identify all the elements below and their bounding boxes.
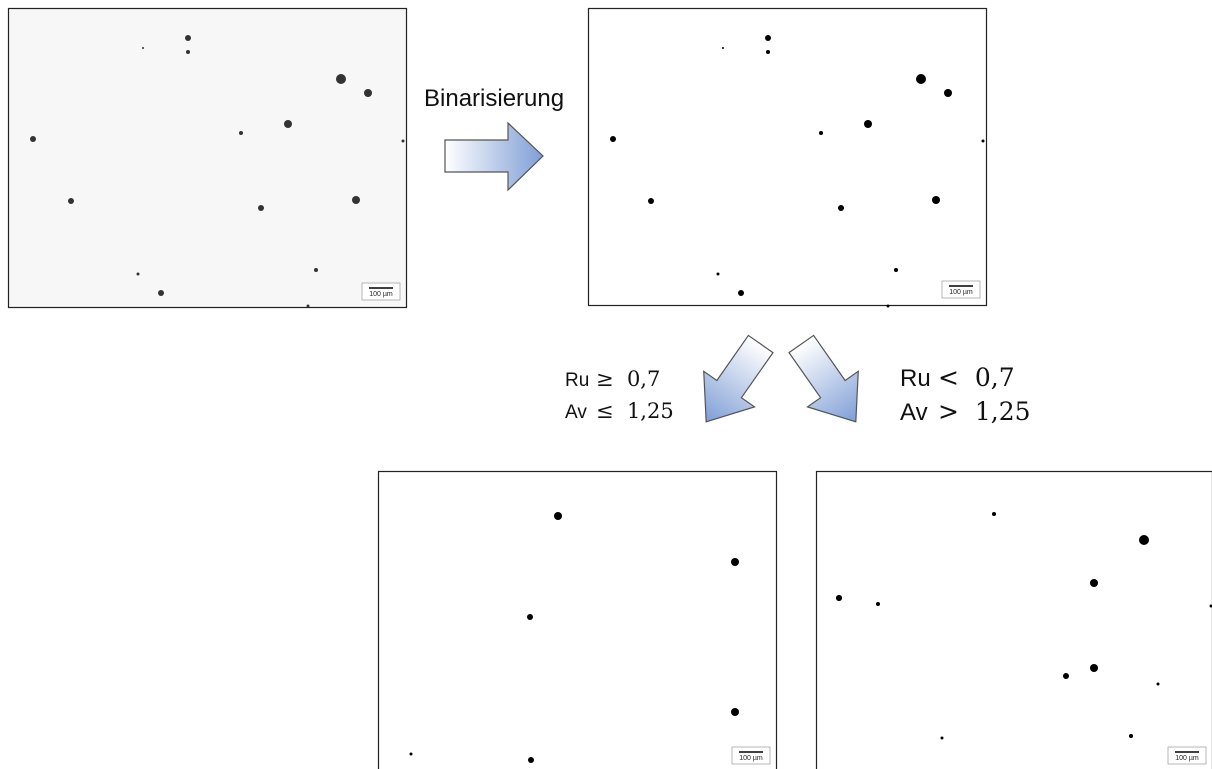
pore	[731, 708, 739, 716]
scale-bar-label: 100 µm	[949, 289, 973, 296]
pore	[766, 50, 770, 54]
branch-label: Ru < 0,7 Av > 1,25	[900, 363, 1031, 426]
arrow	[445, 123, 543, 190]
pore	[932, 196, 940, 204]
pore	[876, 602, 880, 606]
pore	[314, 268, 318, 272]
pore	[137, 273, 140, 276]
branch-label: Ru ≥ 0,7 Av ≤ 1,25	[565, 367, 674, 423]
variable: Av	[900, 399, 928, 426]
pore	[836, 595, 842, 601]
pore	[364, 89, 372, 97]
condition: ≤ 1,25	[596, 399, 674, 423]
pore	[887, 305, 890, 308]
arrow	[681, 326, 786, 439]
variable: Ru	[900, 365, 931, 392]
image-frame	[589, 9, 987, 306]
pore	[864, 120, 872, 128]
variable: Av	[565, 402, 587, 423]
pore	[731, 558, 739, 566]
scale-bar-label: 100 µm	[369, 291, 393, 298]
pore	[336, 74, 346, 84]
pore	[186, 50, 190, 54]
pore	[819, 131, 823, 135]
pore	[1139, 535, 1149, 545]
pore	[410, 753, 413, 756]
arrow	[776, 326, 881, 439]
pore	[982, 140, 985, 143]
pore	[239, 131, 243, 135]
pore	[941, 737, 944, 740]
condition: ≥ 0,7	[596, 367, 660, 391]
pore	[738, 290, 744, 296]
image-frame	[817, 472, 1212, 769]
pore	[142, 47, 144, 49]
pore	[1090, 664, 1098, 672]
image-frame	[379, 472, 777, 769]
image-frame	[9, 9, 407, 308]
condition: < 0,7	[938, 363, 1015, 392]
pore	[722, 47, 724, 49]
pore	[185, 35, 191, 41]
micrograph: 100 µm	[379, 472, 777, 769]
pore	[528, 757, 534, 763]
pore	[158, 290, 164, 296]
diagram: 100 µm 100 µm 100 µm 100 µm Binarisierung R…	[0, 0, 1212, 769]
pore	[648, 198, 654, 204]
pore	[284, 120, 292, 128]
pore	[765, 35, 771, 41]
pore	[68, 198, 74, 204]
pore	[527, 614, 533, 620]
micrograph: 100 µm	[817, 472, 1212, 769]
pore	[916, 74, 926, 84]
pore	[838, 205, 844, 211]
pore	[894, 268, 898, 272]
pore	[307, 305, 310, 308]
variable: Ru	[565, 370, 589, 391]
scale-bar-label: 100 µm	[739, 755, 763, 762]
arrow-label: Binarisierung	[424, 85, 564, 112]
pore	[1129, 734, 1133, 738]
pore	[1090, 579, 1098, 587]
pore	[352, 196, 360, 204]
pore	[402, 140, 405, 143]
condition: > 1,25	[938, 397, 1031, 426]
pore	[610, 136, 616, 142]
pore	[258, 205, 264, 211]
pore	[554, 512, 562, 520]
pore	[1063, 673, 1069, 679]
scale-bar-label: 100 µm	[1175, 755, 1199, 762]
pore	[944, 89, 952, 97]
pore	[1157, 683, 1160, 686]
pore	[30, 136, 36, 142]
micrograph: 100 µm	[9, 9, 407, 308]
pore	[717, 273, 720, 276]
pore	[992, 512, 996, 516]
micrograph: 100 µm	[589, 9, 987, 308]
